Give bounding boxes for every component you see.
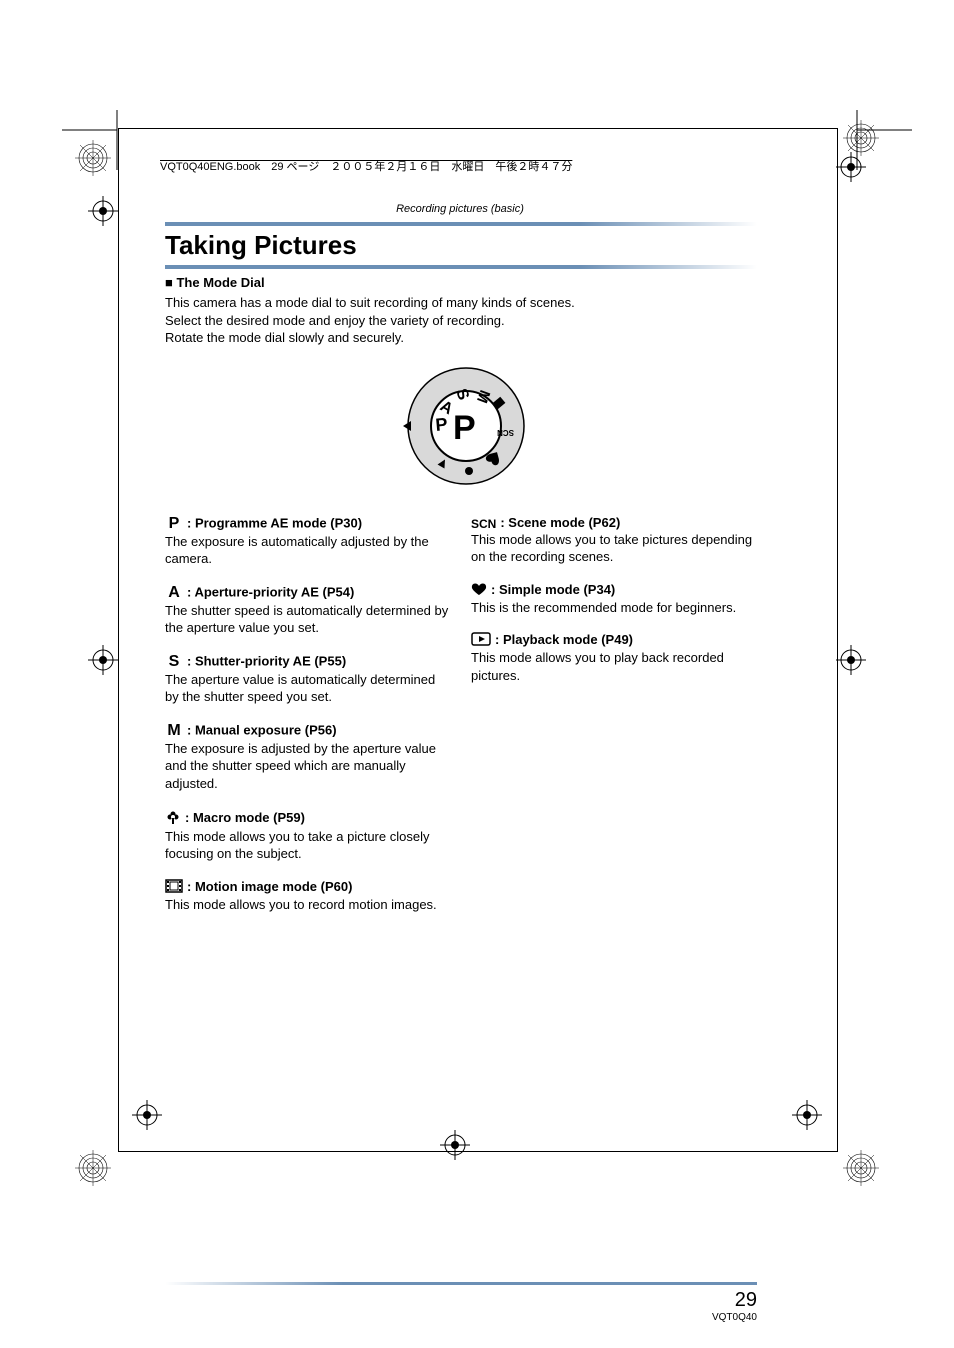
footer-rule bbox=[165, 1282, 757, 1285]
mode-description: The exposure is adjusted by the aperture… bbox=[165, 740, 451, 793]
mode-icon: S bbox=[165, 653, 183, 671]
main-content: ■ The Mode Dial This camera has a mode d… bbox=[165, 275, 757, 929]
bullet-icon: ■ bbox=[165, 275, 173, 290]
registration-mark-burst-2 bbox=[843, 120, 879, 161]
mode-description: The shutter speed is automatically deter… bbox=[165, 602, 451, 637]
registration-mark-cross-1 bbox=[88, 196, 118, 231]
doc-code: VQT0Q40 bbox=[165, 1312, 757, 1323]
mode-icon: A bbox=[165, 584, 183, 602]
title-rule-bottom bbox=[165, 265, 757, 269]
mode-title: : Simple mode (P34) bbox=[471, 582, 757, 599]
dial-icon-flower bbox=[465, 467, 473, 475]
mode-icon: M bbox=[165, 722, 183, 740]
page-title-area: Taking Pictures bbox=[165, 222, 757, 269]
registration-mark-mid-right bbox=[836, 645, 866, 680]
mode-block: M : Manual exposure (P56) The exposure is… bbox=[165, 722, 451, 793]
intro-line: Rotate the mode dial slowly and securely… bbox=[165, 329, 757, 347]
mode-title-text: : Shutter-priority AE (P55) bbox=[187, 653, 346, 668]
document-header: VQT0Q40ENG.book 29 ページ ２００５年２月１６日 水曜日 午後… bbox=[160, 158, 755, 174]
dial-big-letter: P bbox=[453, 409, 476, 447]
subheading: ■ The Mode Dial bbox=[165, 275, 757, 290]
dial-indicator bbox=[403, 421, 411, 431]
mode-icon: P bbox=[165, 515, 183, 533]
mode-title: P : Programme AE mode (P30) bbox=[165, 515, 451, 533]
mode-icon bbox=[471, 632, 491, 649]
mode-dial-figure: P A S M SCN P bbox=[165, 361, 757, 491]
intro-paragraph: This camera has a mode dial to suit reco… bbox=[165, 294, 757, 347]
page-title: Taking Pictures bbox=[165, 228, 757, 263]
mode-icon: SCN bbox=[471, 516, 496, 531]
mode-description: The aperture value is automatically dete… bbox=[165, 671, 451, 706]
mode-description: The exposure is automatically adjusted b… bbox=[165, 533, 451, 568]
subheading-text: The Mode Dial bbox=[176, 275, 264, 290]
svg-text:SCN: SCN bbox=[497, 428, 514, 437]
mode-block: : Simple mode (P34) This is the recommen… bbox=[471, 582, 757, 617]
mode-description: This mode allows you to take a picture c… bbox=[165, 828, 451, 863]
mode-title-text: : Aperture-priority AE (P54) bbox=[187, 584, 354, 599]
registration-mark-mid-left bbox=[88, 645, 118, 680]
mode-title-text: : Manual exposure (P56) bbox=[187, 722, 337, 737]
registration-mark-burst-bl bbox=[75, 1150, 111, 1191]
mode-block: A : Aperture-priority AE (P54) The shutte… bbox=[165, 584, 451, 637]
mode-block: : Macro mode (P59) This mode allows you … bbox=[165, 809, 451, 863]
dial-icon-scene: SCN bbox=[497, 428, 514, 437]
mode-title: : Playback mode (P49) bbox=[471, 632, 757, 649]
mode-title-text: : Programme AE mode (P30) bbox=[187, 515, 362, 530]
page-footer: 29 VQT0Q40 bbox=[165, 1282, 757, 1323]
mode-title: : Macro mode (P59) bbox=[165, 809, 451, 828]
intro-line: Select the desired mode and enjoy the va… bbox=[165, 312, 757, 330]
right-column: SCN : Scene mode (P62) This mode allows y… bbox=[471, 515, 757, 930]
mode-block: : Motion image mode (P60) This mode allo… bbox=[165, 879, 451, 914]
mode-description: This mode allows you to record motion im… bbox=[165, 896, 451, 914]
mode-columns: P : Programme AE mode (P30) The exposure … bbox=[165, 515, 757, 930]
title-rule-top bbox=[165, 222, 757, 226]
left-column: P : Programme AE mode (P30) The exposure … bbox=[165, 515, 451, 930]
mode-block: SCN : Scene mode (P62) This mode allows y… bbox=[471, 515, 757, 566]
mode-block: S : Shutter-priority AE (P55) The apertur… bbox=[165, 653, 451, 706]
mode-icon bbox=[471, 582, 487, 599]
mode-icon bbox=[165, 879, 183, 896]
mode-title: SCN : Scene mode (P62) bbox=[471, 515, 757, 531]
mode-title-text: : Macro mode (P59) bbox=[185, 810, 305, 825]
registration-mark-burst bbox=[75, 140, 111, 181]
intro-line: This camera has a mode dial to suit reco… bbox=[165, 294, 757, 312]
mode-title-text: : Scene mode (P62) bbox=[500, 515, 620, 530]
mode-title-text: : Playback mode (P49) bbox=[495, 632, 633, 647]
mode-title-text: : Motion image mode (P60) bbox=[187, 879, 352, 894]
mode-title: A : Aperture-priority AE (P54) bbox=[165, 584, 451, 602]
mode-title: S : Shutter-priority AE (P55) bbox=[165, 653, 451, 671]
mode-title-text: : Simple mode (P34) bbox=[491, 582, 615, 597]
registration-mark-burst-br bbox=[843, 1150, 879, 1191]
section-header: Recording pictures (basic) bbox=[165, 203, 755, 215]
mode-description: This mode allows you to take pictures de… bbox=[471, 531, 757, 566]
mode-icon bbox=[165, 809, 181, 828]
mode-title: M : Manual exposure (P56) bbox=[165, 722, 451, 740]
page-number: 29 bbox=[165, 1289, 757, 1312]
mode-description: This is the recommended mode for beginne… bbox=[471, 599, 757, 617]
mode-description: This mode allows you to play back record… bbox=[471, 649, 757, 684]
mode-block: P : Programme AE mode (P30) The exposure … bbox=[165, 515, 451, 568]
mode-block: : Playback mode (P49) This mode allows y… bbox=[471, 632, 757, 684]
mode-title: : Motion image mode (P60) bbox=[165, 879, 451, 896]
